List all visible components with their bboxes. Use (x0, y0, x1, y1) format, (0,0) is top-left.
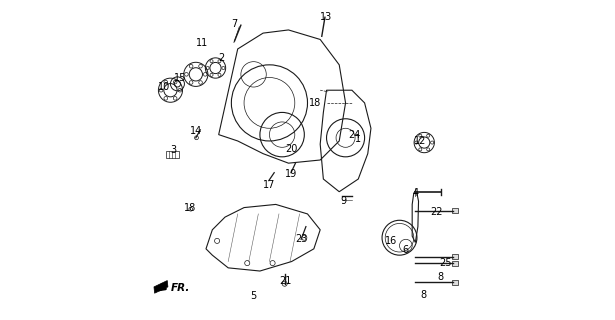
Text: 11: 11 (196, 38, 208, 48)
Bar (452, 254, 458, 259)
Text: 14: 14 (189, 126, 202, 136)
Text: 7: 7 (231, 19, 237, 28)
Text: 3: 3 (170, 146, 177, 156)
Text: 18: 18 (184, 203, 196, 212)
Text: FR.: FR. (170, 284, 190, 293)
Text: 18: 18 (309, 98, 322, 108)
Text: 17: 17 (263, 180, 275, 190)
Bar (452, 280, 458, 285)
Text: 25: 25 (439, 258, 452, 268)
Bar (166, 151, 179, 158)
Polygon shape (154, 281, 168, 293)
Text: 9: 9 (340, 196, 346, 206)
Text: 5: 5 (250, 292, 256, 301)
Text: 13: 13 (320, 12, 333, 22)
Text: 2: 2 (219, 53, 225, 63)
Bar (452, 260, 458, 266)
Text: 22: 22 (430, 207, 443, 217)
Text: 16: 16 (386, 236, 398, 246)
Text: 24: 24 (348, 130, 360, 140)
Text: 23: 23 (295, 234, 308, 244)
Text: 6: 6 (403, 245, 409, 255)
Text: 19: 19 (285, 169, 297, 179)
Text: 1: 1 (355, 134, 360, 144)
Bar (452, 208, 458, 213)
Text: 15: 15 (174, 73, 186, 83)
Text: 20: 20 (285, 144, 297, 154)
Text: 8: 8 (420, 290, 426, 300)
Text: 8: 8 (438, 272, 444, 282)
Text: 4: 4 (412, 188, 418, 198)
Text: 12: 12 (414, 136, 426, 146)
Text: 10: 10 (158, 82, 170, 92)
Text: 21: 21 (279, 276, 292, 285)
